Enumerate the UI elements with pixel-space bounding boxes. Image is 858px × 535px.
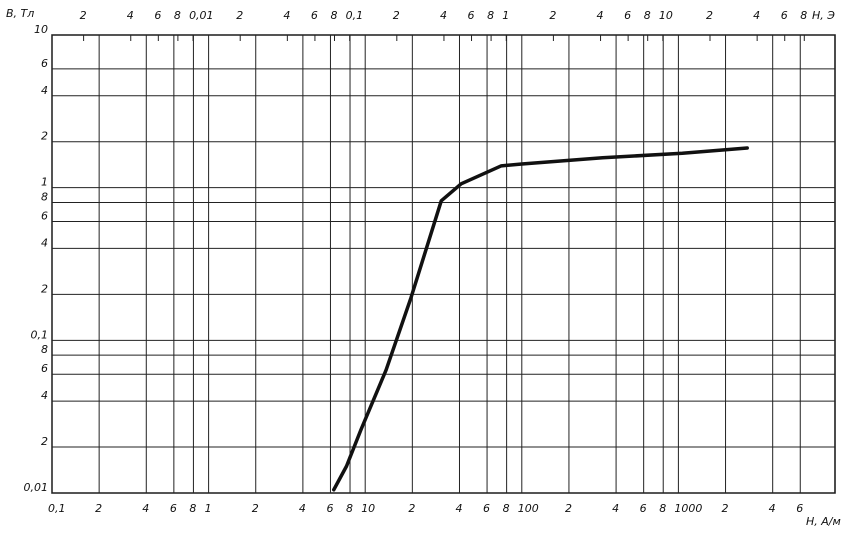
x-tick-label: 8 [189, 502, 196, 515]
y-tick-label: 4 [41, 236, 48, 249]
x-tick-label: 100 [518, 502, 539, 515]
x2-tick-label: 4 [127, 9, 134, 22]
x2-tick-label: 6 [468, 9, 475, 22]
plot-frame [51, 34, 836, 494]
x-tick-label: 10 [361, 502, 375, 515]
x2-axis-label: H, Э [812, 9, 835, 22]
x2-tick-label: 8 [174, 9, 181, 22]
b-h-curve [332, 146, 749, 492]
x2-tick-label: 6 [311, 9, 318, 22]
x2-tick-label: 10 [659, 9, 673, 22]
y-tick-label: 8 [41, 190, 48, 203]
x-tick-label: 8 [659, 502, 666, 515]
x-tick-label: 1000 [674, 502, 702, 515]
x-tick-label: 4 [142, 502, 149, 515]
x-tick-label: 2 [565, 502, 572, 515]
y-tick-label: 2 [41, 435, 48, 448]
x2-tick-label: 4 [597, 9, 604, 22]
x2-tick-label: 1 [502, 9, 509, 22]
y-tick-label: 6 [41, 362, 48, 375]
x-tick-label: 4 [299, 502, 306, 515]
x2-tick-label: 4 [440, 9, 447, 22]
y-tick-label: 4 [41, 389, 48, 402]
x-tick-label: 2 [95, 502, 102, 515]
y-tick-label: 2 [41, 130, 48, 143]
y-axis-label: B, Тл [6, 7, 34, 20]
y-tick-label: 6 [41, 57, 48, 70]
y-tick-label: 8 [41, 343, 48, 356]
x-tick-label: 8 [346, 502, 353, 515]
x-tick-label: 0,1 [48, 502, 66, 515]
x2-tick-label: 0,1 [346, 9, 364, 22]
x-axis-label: H, A/м [806, 515, 841, 528]
x2-tick-label: 0,01 [189, 9, 214, 22]
x-tick-label: 4 [455, 502, 462, 515]
x-tick-label: 6 [326, 502, 333, 515]
y-tick-label: 4 [41, 84, 48, 97]
x2-tick-label: 6 [154, 9, 161, 22]
x-tick-label: 6 [170, 502, 177, 515]
x2-tick-label: 2 [706, 9, 713, 22]
x2-tick-label: 2 [236, 9, 243, 22]
x-tick-label: 6 [483, 502, 490, 515]
y-tick-label: 0,01 [24, 481, 49, 494]
x2-tick-label: 8 [644, 9, 651, 22]
x-tick-label: 6 [640, 502, 647, 515]
x2-tick-label: 2 [80, 9, 87, 22]
x2-tick-label: 4 [753, 9, 760, 22]
x-tick-label: 2 [252, 502, 259, 515]
x2-tick-label: 8 [800, 9, 807, 22]
y-tick-label: 6 [41, 210, 48, 223]
x-tick-label: 4 [612, 502, 619, 515]
x-tick-label: 2 [408, 502, 415, 515]
x2-tick-label: 2 [549, 9, 556, 22]
x-tick-label: 8 [503, 502, 510, 515]
y-tick-label: 1 [41, 176, 48, 189]
x2-tick-label: 6 [781, 9, 788, 22]
x2-tick-label: 8 [487, 9, 494, 22]
y-tick-label: 10 [34, 23, 48, 36]
x2-tick-label: 2 [393, 9, 400, 22]
x2-tick-label: 4 [283, 9, 290, 22]
y-tick-label: 2 [41, 282, 48, 295]
x2-tick-label: 8 [330, 9, 337, 22]
x-tick-label: 2 [722, 502, 729, 515]
x2-tick-label: 6 [624, 9, 631, 22]
x-tick-label: 6 [796, 502, 803, 515]
x-tick-label: 4 [769, 502, 776, 515]
y-tick-label: 0,1 [31, 328, 49, 341]
x-tick-label: 1 [205, 502, 212, 515]
